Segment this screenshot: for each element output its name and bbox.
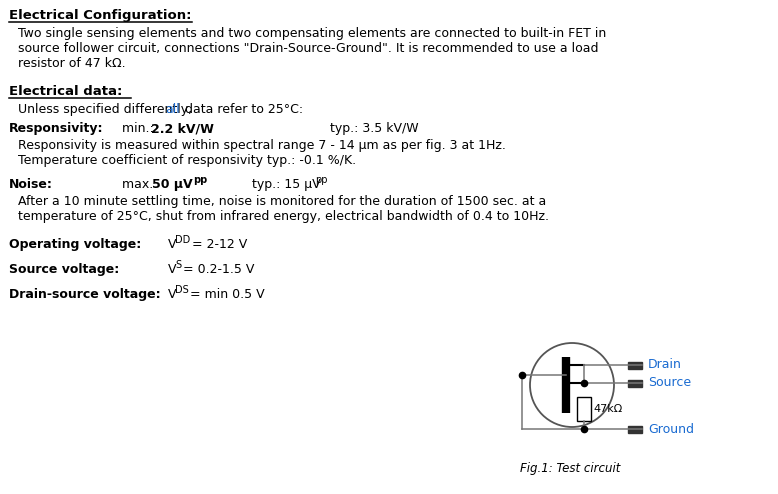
Text: 2.2 kV/W: 2.2 kV/W [151, 122, 214, 135]
Text: After a 10 minute settling time, noise is monitored for the duration of 1500 sec: After a 10 minute settling time, noise i… [18, 195, 546, 208]
Text: typ.: 3.5 kV/W: typ.: 3.5 kV/W [330, 122, 419, 135]
Text: typ.: 15 μV: typ.: 15 μV [252, 178, 321, 191]
Text: Operating voltage:: Operating voltage: [9, 238, 142, 251]
Bar [628, 362, 642, 369]
Text: temperature of 25°C, shut from infrared energy, electrical bandwidth of 0.4 to 1: temperature of 25°C, shut from infrared … [18, 210, 549, 223]
Text: Fig.1: Test circuit: Fig.1: Test circuit [520, 462, 620, 475]
Text: pp: pp [315, 175, 328, 185]
Text: Noise:: Noise: [9, 178, 53, 191]
Text: 47kΩ: 47kΩ [593, 404, 622, 414]
Text: 50 μV: 50 μV [152, 178, 193, 191]
Text: Responsivity:: Responsivity: [9, 122, 103, 135]
Text: V: V [168, 238, 177, 251]
Text: Two single sensing elements and two compensating elements are connected to built: Two single sensing elements and two comp… [18, 27, 606, 40]
Text: Drain: Drain [648, 359, 682, 371]
Text: min.:: min.: [122, 122, 158, 135]
Text: source follower circuit, connections "Drain-Source-Ground". It is recommended to: source follower circuit, connections "Dr… [18, 42, 598, 55]
Text: Unless specified differently,: Unless specified differently, [18, 103, 196, 116]
Text: Source voltage:: Source voltage: [9, 263, 119, 276]
Bar [628, 425, 642, 433]
Text: V: V [168, 288, 177, 301]
Bar [577, 397, 591, 421]
Text: Source: Source [648, 376, 691, 389]
Text: Responsivity is measured within spectral range 7 - 14 μm as per fig. 3 at 1Hz.: Responsivity is measured within spectral… [18, 139, 506, 152]
Text: data refer to 25°C:: data refer to 25°C: [181, 103, 303, 116]
Text: max.:: max.: [122, 178, 162, 191]
Bar [628, 379, 642, 386]
Text: Drain-source voltage:: Drain-source voltage: [9, 288, 160, 301]
Text: Ground: Ground [648, 422, 694, 436]
Text: DD: DD [175, 235, 191, 245]
Text: = min 0.5 V: = min 0.5 V [190, 288, 265, 301]
Text: DS: DS [175, 285, 189, 295]
Text: S: S [175, 260, 181, 270]
Text: Electrical data:: Electrical data: [9, 85, 122, 98]
Text: Electrical Configuration:: Electrical Configuration: [9, 9, 191, 22]
Text: all: all [165, 103, 180, 116]
Text: V: V [168, 263, 177, 276]
Text: resistor of 47 kΩ.: resistor of 47 kΩ. [18, 57, 125, 70]
Text: pp: pp [193, 175, 207, 185]
Text: = 0.2-1.5 V: = 0.2-1.5 V [183, 263, 254, 276]
Text: = 2-12 V: = 2-12 V [192, 238, 247, 251]
Text: Temperature coefficient of responsivity typ.: -0.1 %/K.: Temperature coefficient of responsivity … [18, 154, 356, 167]
